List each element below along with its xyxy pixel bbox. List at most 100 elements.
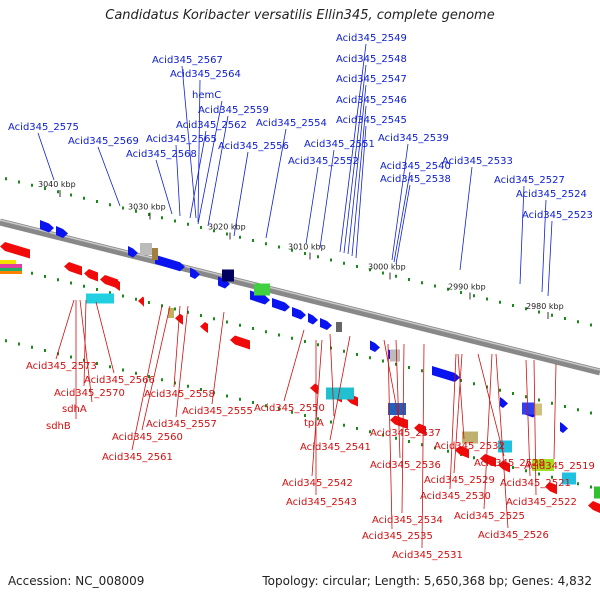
track-dot: [369, 430, 371, 434]
forward-gene-label: Acid345_2549: [336, 33, 407, 44]
track-dot: [343, 423, 345, 427]
gene-feature-box: [152, 248, 158, 260]
track-dot: [408, 366, 410, 369]
reverse-callout-line: [553, 363, 557, 460]
reverse-callout-line: [211, 311, 225, 405]
track-dot: [31, 271, 33, 275]
gene-feature-box: [498, 440, 512, 453]
forward-callout-line: [197, 79, 201, 223]
track-dot: [577, 408, 579, 412]
track-dot: [473, 382, 475, 386]
reverse-gene-arrow: [0, 242, 30, 259]
reverse-gene-label: Acid345_2561: [102, 452, 173, 463]
forward-gene-label: Acid345_2546: [336, 95, 407, 106]
forward-callout-line: [355, 125, 367, 259]
map-title: Candidatus Koribacter versatilis Ellin34…: [105, 8, 495, 23]
track-dot: [330, 420, 332, 424]
track-dot: [57, 190, 59, 194]
track-dot: [70, 355, 72, 359]
track-dot: [200, 388, 202, 391]
reverse-gene-label: Acid345_2532: [434, 441, 505, 452]
track-dot: [486, 385, 488, 389]
track-dot: [109, 203, 111, 207]
forward-gene-label: Acid345_2567: [152, 55, 223, 66]
gene-feature-box: [0, 268, 22, 271]
forward-gene-label: Acid345_2527: [494, 175, 565, 186]
track-dot: [239, 323, 241, 327]
track-dot: [551, 475, 553, 479]
reverse-gene-label: Acid345_2557: [146, 419, 217, 430]
forward-gene-arrow: [560, 422, 568, 433]
gene-feature-box: [594, 486, 600, 499]
track-dot: [135, 371, 137, 375]
reverse-callout-line: [95, 301, 115, 374]
reverse-callout-line: [495, 353, 509, 529]
track-dot: [200, 226, 202, 229]
reverse-gene-label: Acid345_2536: [370, 460, 441, 471]
track-dot: [226, 394, 228, 398]
track-dot: [356, 265, 358, 268]
reverse-gene-label: sdhB: [46, 421, 71, 432]
track-dot: [278, 333, 280, 337]
reverse-gene-label: Acid345_2522: [506, 497, 577, 508]
scale-tick-label: 3000 kbp: [368, 263, 406, 272]
track-dot: [291, 410, 293, 414]
callout-lines: [37, 43, 557, 549]
track-dot: [369, 268, 371, 272]
track-dot: [122, 206, 124, 210]
forward-gene-label: hemC: [192, 90, 221, 101]
forward-callout-line: [175, 144, 181, 217]
forward-callout-line: [319, 149, 335, 249]
track-dot: [291, 248, 293, 252]
track-dot: [148, 213, 150, 216]
reverse-callout-line: [283, 329, 305, 402]
track-dot: [538, 398, 540, 402]
scale-tick-label: 3040 kbp: [38, 180, 76, 189]
track-dot: [382, 433, 384, 437]
forward-gene-label: Acid345_2564: [170, 69, 241, 80]
forward-gene-label: Acid345_2562: [176, 120, 247, 131]
track-dot: [226, 232, 228, 236]
forward-callout-line: [541, 199, 547, 293]
gene-feature-box: [222, 269, 234, 282]
track-dot: [161, 216, 163, 220]
track-dot: [122, 294, 124, 298]
track-dot: [70, 193, 72, 197]
accession-text: Accession: NC_008009: [8, 574, 145, 588]
track-dot: [57, 278, 59, 282]
forward-gene-label: Acid345_2538: [380, 174, 451, 185]
reverse-callout-line: [401, 343, 405, 514]
track-dot: [499, 300, 501, 304]
track-dot: [369, 356, 371, 360]
reverse-gene-label: Acid345_2521: [500, 478, 571, 489]
track-dot: [213, 391, 215, 395]
forward-gene-label: Acid345_2539: [378, 133, 449, 144]
reverse-callout-line: [525, 359, 531, 477]
reverse-gene-label: Acid345_2519: [524, 461, 595, 472]
reverse-gene-label: Acid345_2531: [392, 550, 463, 561]
track-dot: [135, 209, 137, 213]
track-dot: [174, 381, 176, 385]
track-dot: [317, 417, 319, 421]
forward-callout-line: [181, 65, 197, 219]
forward-gene-label: Acid345_2545: [336, 115, 407, 126]
track-dot: [577, 482, 579, 486]
track-dot: [525, 307, 527, 311]
topology-text: Topology: circular; Length: 5,650,368 bp…: [262, 574, 592, 588]
gene-feature-box: [390, 349, 400, 362]
track-dot: [83, 358, 85, 362]
reverse-gene-label: Acid345_2573: [26, 361, 97, 372]
gene-feature-box: [0, 271, 22, 274]
track-dot: [83, 196, 85, 200]
reverse-gene-label: Acid345_2550: [254, 403, 325, 414]
track-dot: [538, 472, 540, 476]
forward-gene-arrow: [190, 267, 200, 279]
genome-backbone: [0, 218, 600, 376]
track-dot: [395, 274, 397, 278]
backbone-highlight: [0, 219, 600, 371]
scale-tick-label: 3020 kbp: [208, 223, 246, 232]
gene-features: [0, 220, 600, 513]
forward-gene-label: Acid345_2524: [516, 189, 587, 200]
forward-gene-label: Acid345_2569: [68, 136, 139, 147]
